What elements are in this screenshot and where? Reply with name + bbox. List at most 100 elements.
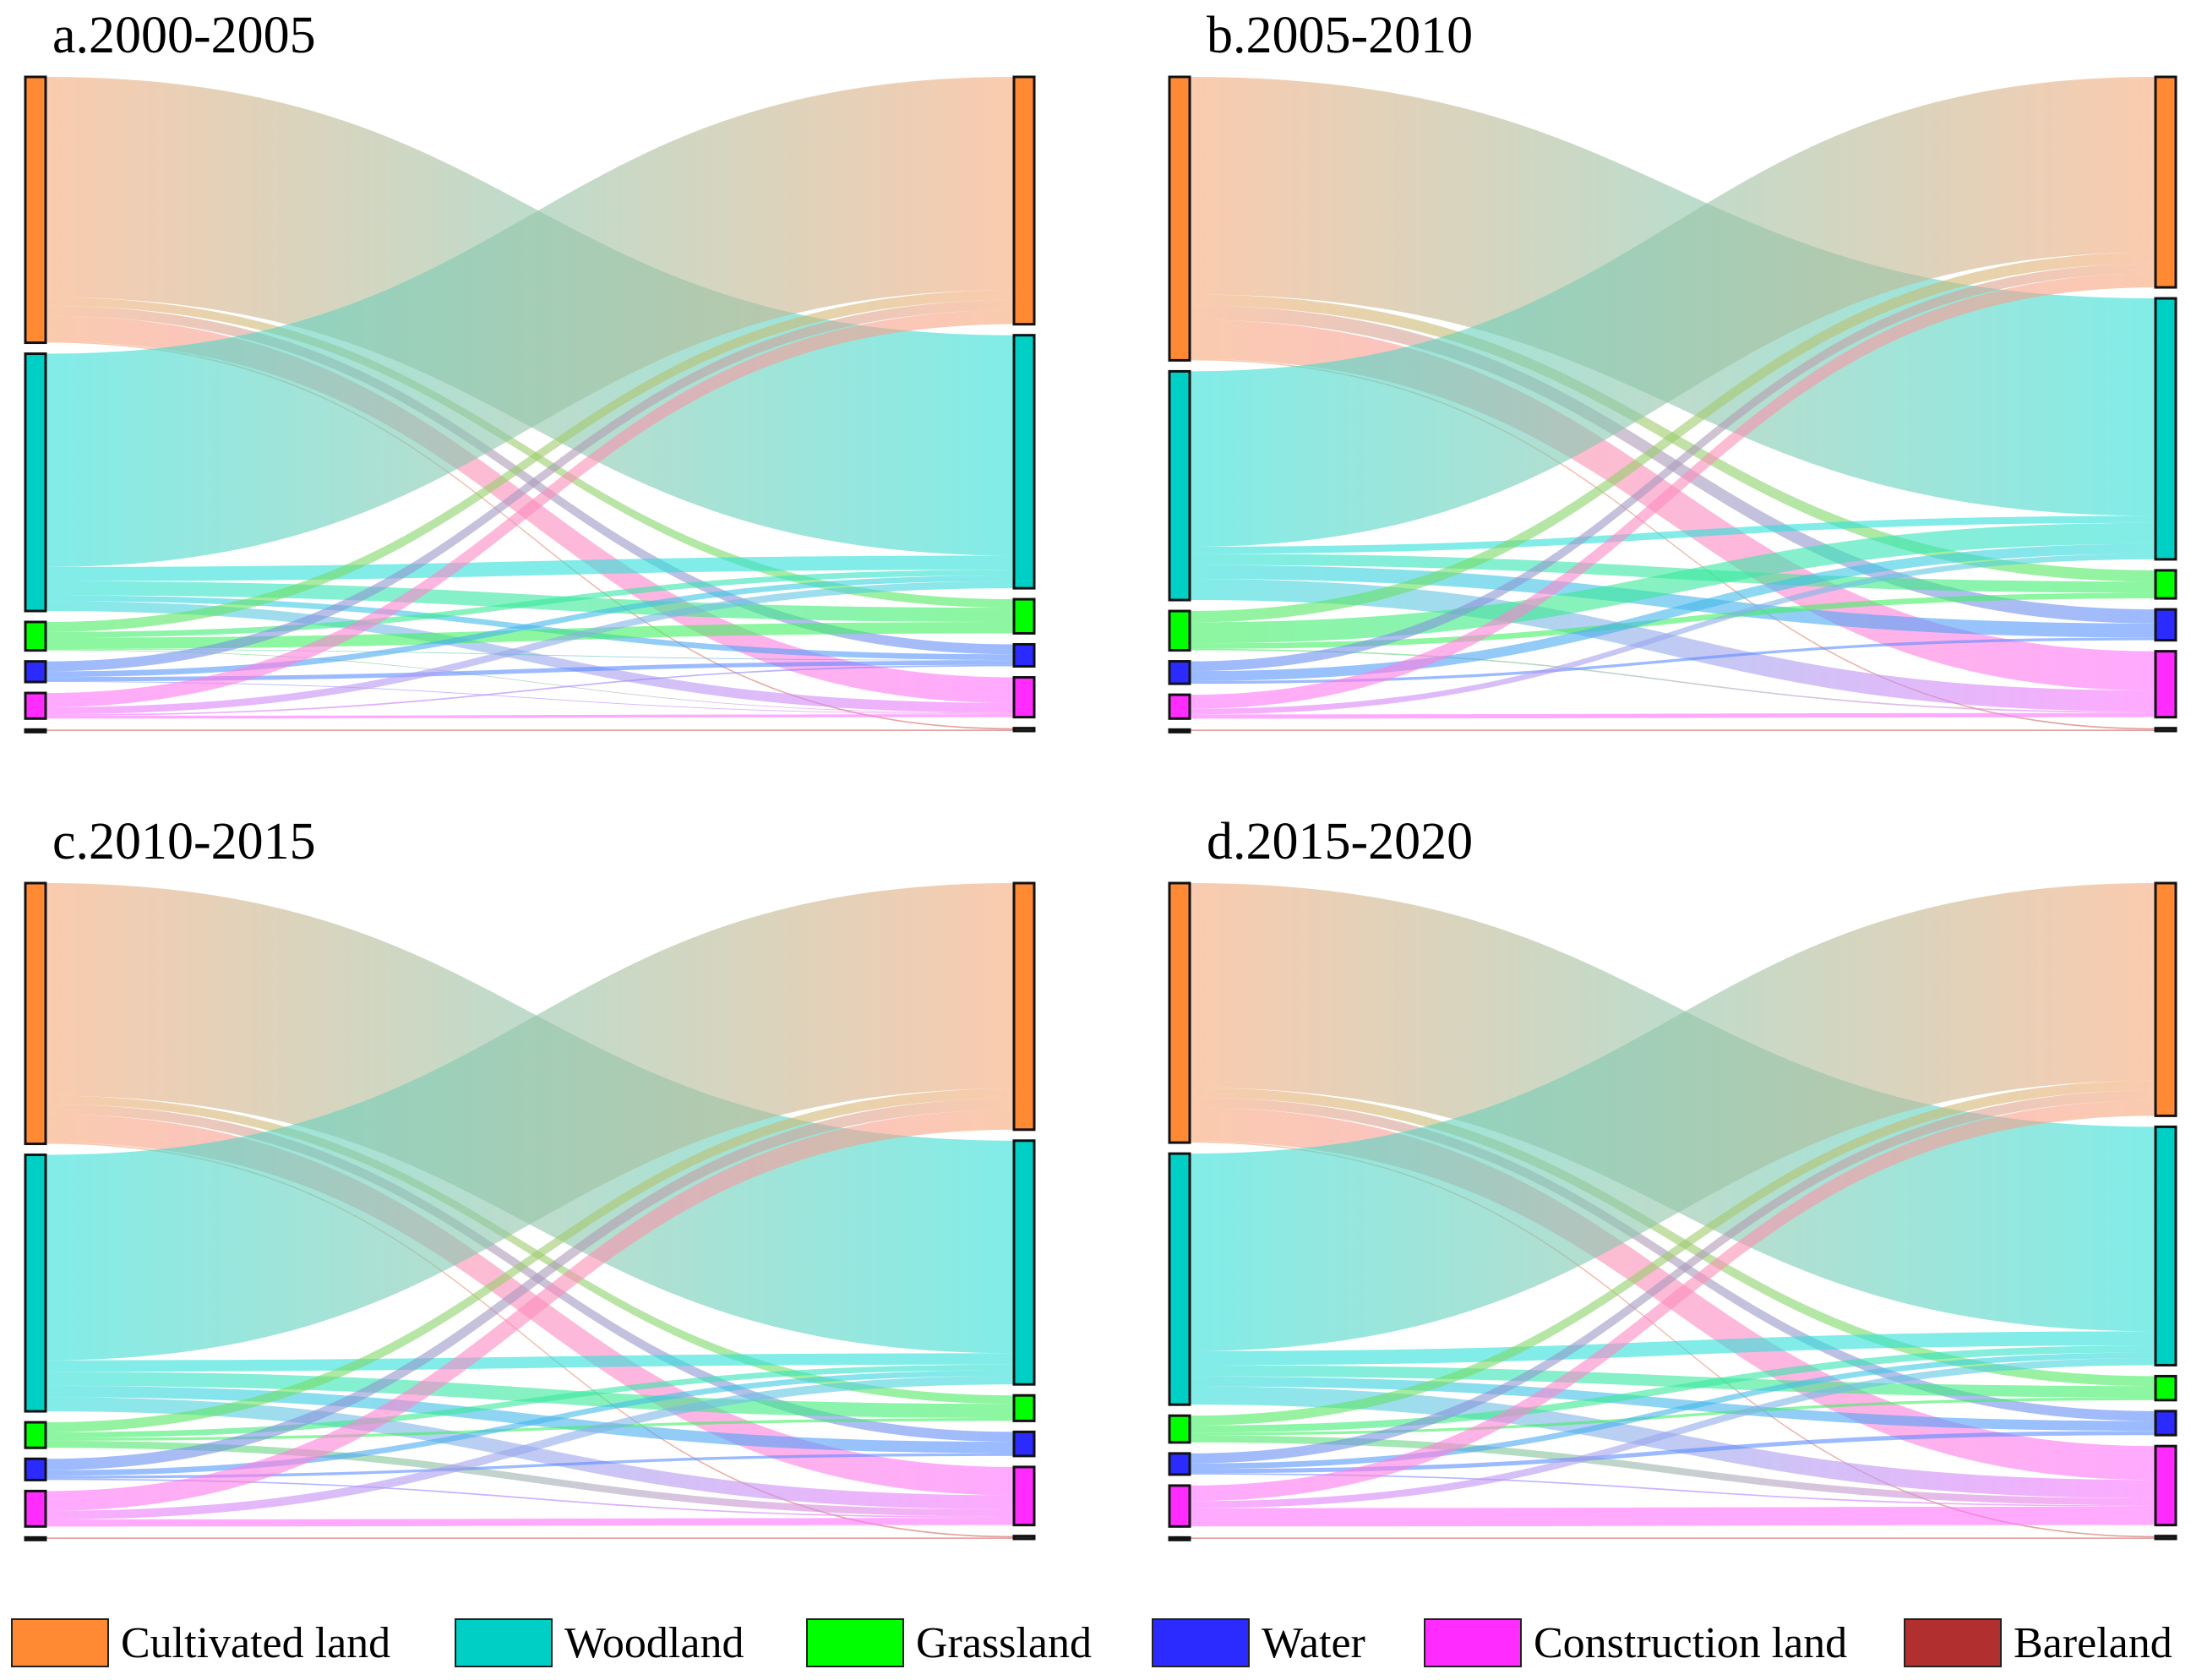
- link-grassland-to-construction-land: [46, 1440, 1014, 1517]
- link-grassland-to-construction-land: [46, 649, 1014, 714]
- link-bareland-to-bareland: [1190, 729, 2156, 731]
- panel-c: c.2010-2015: [24, 813, 1036, 1541]
- link-water-to-woodland: [46, 1370, 1014, 1476]
- link-grassland-to-cultivated-land: [46, 1088, 1014, 1432]
- source-node-construction-land: [24, 691, 47, 720]
- link-cultivated-land-to-water: [1190, 1097, 2156, 1421]
- legend: Cultivated land Woodland Grassland Water…: [0, 1617, 2191, 1669]
- link-construction-land-to-cultivated-land: [46, 309, 1014, 707]
- legend-label: Construction land: [1534, 1618, 1848, 1667]
- target-node-bareland: [2154, 727, 2177, 733]
- legend-swatch: [455, 1618, 553, 1667]
- link-construction-land-to-woodland: [46, 581, 1014, 715]
- target-node-bareland: [1012, 1535, 1036, 1541]
- link-grassland-to-woodland: [1190, 1345, 2156, 1433]
- link-cultivated-land-to-bareland: [46, 1142, 1014, 1538]
- link-grassland-to-cultivated-land: [1190, 1080, 2156, 1426]
- link-woodland-to-cultivated-land: [1190, 77, 2156, 547]
- link-water-to-cultivated-land: [1190, 1090, 2156, 1464]
- link-grassland-to-woodland: [1190, 522, 2156, 644]
- link-woodland-to-construction-land: [1190, 579, 2156, 712]
- link-grassland-to-grassland: [46, 622, 1014, 649]
- sankey-figure: a.2000-2005 b.2005-2010 c.2010-2015 d.20…: [24, 7, 2177, 1541]
- target-node-woodland: [2154, 297, 2177, 561]
- links: [46, 883, 1014, 1539]
- legend-label: Grassland: [916, 1618, 1092, 1667]
- link-construction-land-to-construction-land: [1190, 1506, 2156, 1527]
- link-bareland-to-bareland: [46, 729, 1014, 731]
- link-water-to-woodland: [1190, 1352, 2156, 1470]
- link-woodland-to-grassland: [1190, 1365, 2156, 1398]
- link-cultivated-land-to-grassland: [1190, 1088, 2156, 1387]
- link-water-to-water: [46, 1453, 1014, 1479]
- legend-label: Bareland: [2014, 1618, 2172, 1667]
- link-water-to-woodland: [1190, 543, 2156, 681]
- source-node-cultivated-land: [1168, 75, 1191, 362]
- link-water-to-cultivated-land: [46, 1098, 1014, 1470]
- target-node-water: [2154, 1410, 2177, 1437]
- source-node-woodland: [24, 352, 47, 613]
- target-node-construction-land: [2154, 650, 2177, 719]
- link-grassland-to-grassland: [1190, 1397, 2156, 1436]
- source-node-water: [1168, 1452, 1191, 1476]
- link-woodland-to-cultivated-land: [1190, 883, 2156, 1351]
- target-node-water: [1012, 642, 1036, 668]
- target-node-grassland: [1012, 1394, 1036, 1422]
- panel-title: d.2015-2020: [1207, 813, 1473, 870]
- link-construction-land-to-woodland: [1190, 1358, 2156, 1508]
- link-woodland-to-woodland: [46, 555, 1014, 581]
- panel-d: d.2015-2020: [1168, 813, 2177, 1541]
- link-water-to-water: [1190, 637, 2156, 685]
- target-node-water: [2154, 608, 2177, 642]
- link-construction-land-to-woodland: [1190, 554, 2156, 715]
- source-node-cultivated-land: [24, 75, 47, 345]
- link-woodland-to-cultivated-land: [46, 77, 1014, 567]
- target-node-cultivated-land: [2154, 75, 2177, 289]
- link-cultivated-land-to-grassland: [46, 1095, 1014, 1405]
- link-water-to-construction-land: [46, 1478, 1014, 1519]
- links: [1190, 77, 2156, 731]
- link-grassland-to-cultivated-land: [46, 290, 1014, 632]
- source-node-woodland: [1168, 1152, 1191, 1406]
- link-grassland-to-cultivated-land: [1190, 252, 2156, 623]
- link-water-to-woodland: [46, 575, 1014, 678]
- target-node-woodland: [2154, 1125, 2177, 1366]
- target-node-bareland: [2154, 1535, 2177, 1541]
- link-water-to-construction-land: [1190, 1473, 2156, 1507]
- source-node-grassland: [1168, 609, 1191, 652]
- legend-swatch: [1424, 1618, 1522, 1667]
- target-node-cultivated-land: [1012, 881, 1036, 1132]
- link-woodland-to-water: [1190, 1376, 2156, 1432]
- legend-swatch: [11, 1618, 109, 1667]
- target-node-construction-land: [1012, 1465, 1036, 1527]
- link-woodland-to-woodland: [1190, 1331, 2156, 1366]
- legend-item-grassland: Grassland: [806, 1617, 1092, 1669]
- target-node-cultivated-land: [1012, 75, 1036, 326]
- link-construction-land-to-construction-land: [46, 1518, 1014, 1527]
- link-water-to-construction-land: [46, 681, 1014, 715]
- links: [1190, 883, 2156, 1539]
- target-node-water: [1012, 1430, 1036, 1458]
- link-cultivated-land-to-bareland: [46, 341, 1014, 730]
- link-cultivated-land-to-water: [46, 1104, 1014, 1443]
- link-construction-land-to-construction-land: [46, 714, 1014, 719]
- link-grassland-to-construction-land: [1190, 648, 2156, 713]
- link-water-to-water: [46, 660, 1014, 682]
- link-bareland-to-bareland: [46, 1537, 1014, 1539]
- legend-item-woodland: Woodland: [455, 1617, 744, 1669]
- link-water-to-cultivated-land: [46, 300, 1014, 672]
- link-water-to-water: [1190, 1431, 2156, 1474]
- target-node-construction-land: [2154, 1444, 2177, 1527]
- target-node-woodland: [1012, 1139, 1036, 1386]
- source-node-construction-land: [1168, 693, 1191, 720]
- source-node-water: [24, 1457, 47, 1481]
- panel-b: b.2005-2010: [1168, 7, 2177, 734]
- link-cultivated-land-to-construction-land: [1190, 319, 2156, 691]
- target-node-bareland: [1012, 727, 1036, 733]
- legend-item-bareland: Bareland: [1904, 1617, 2172, 1669]
- link-bareland-to-bareland: [1190, 1537, 2156, 1539]
- link-construction-land-to-cultivated-land: [1190, 273, 2156, 709]
- link-woodland-to-construction-land: [1190, 1386, 2156, 1498]
- legend-item-construction-land: Construction land: [1424, 1617, 1847, 1669]
- link-woodland-to-grassland: [46, 1372, 1014, 1419]
